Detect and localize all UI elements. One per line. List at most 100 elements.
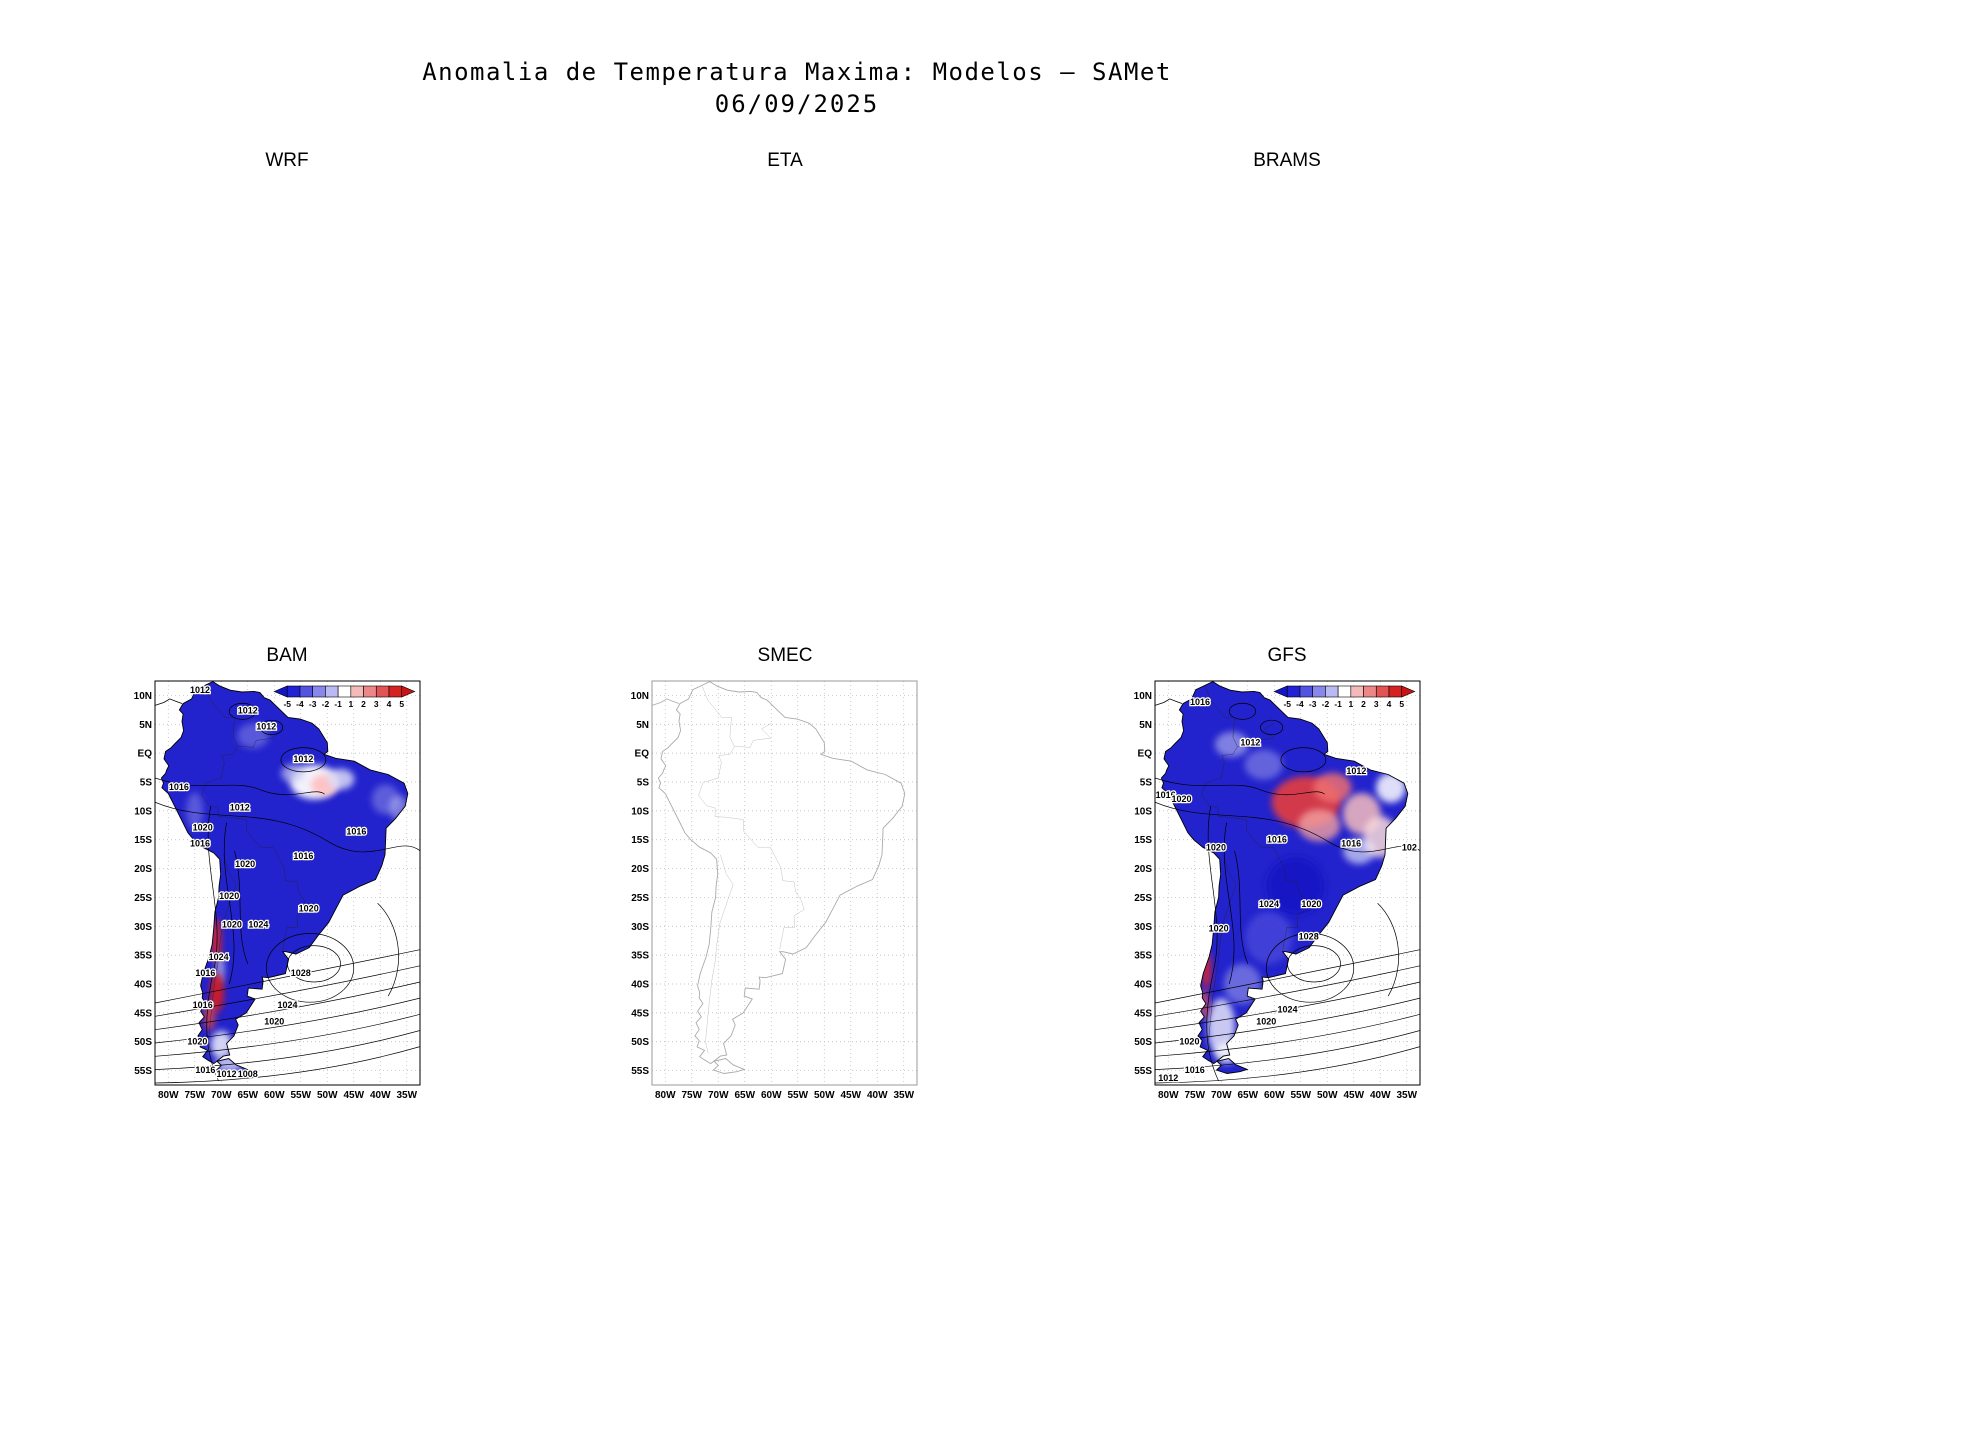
svg-text:5N: 5N [636,720,649,731]
svg-text:1012: 1012 [1346,766,1366,776]
svg-text:1020: 1020 [1171,794,1191,804]
svg-text:50W: 50W [317,1090,338,1101]
svg-text:50W: 50W [1317,1090,1338,1101]
svg-text:1008: 1008 [238,1069,258,1079]
svg-text:10S: 10S [134,806,152,817]
svg-text:20S: 20S [134,864,152,875]
panel-title-bam: BAM [266,645,308,666]
panel-label-brams: BRAMS [1253,150,1321,171]
svg-text:1020: 1020 [1256,1016,1276,1026]
svg-text:65W: 65W [734,1090,755,1101]
svg-text:45S: 45S [1134,1008,1152,1019]
svg-text:30S: 30S [134,922,152,933]
svg-text:60W: 60W [1264,1090,1285,1101]
svg-text:1016: 1016 [1190,697,1210,707]
svg-text:-3: -3 [1309,699,1317,709]
svg-text:1016: 1016 [293,851,313,861]
svg-text:1016: 1016 [193,1000,213,1010]
svg-text:3: 3 [1374,699,1379,709]
svg-text:10S: 10S [1134,806,1152,817]
svg-text:55S: 55S [134,1066,152,1077]
svg-text:10N: 10N [134,691,152,702]
svg-text:1020: 1020 [1209,923,1229,933]
svg-text:1016: 1016 [1156,790,1176,800]
svg-text:40W: 40W [1370,1090,1391,1101]
svg-text:1016: 1016 [195,1065,215,1075]
svg-text:1020: 1020 [193,822,213,832]
svg-text:20S: 20S [1134,864,1152,875]
svg-text:1016: 1016 [195,968,215,978]
svg-text:40S: 40S [134,980,152,991]
panel-title-smec: SMEC [757,645,813,666]
svg-text:1024: 1024 [248,919,268,929]
svg-text:1024: 1024 [209,952,229,962]
svg-text:55W: 55W [1290,1090,1311,1101]
svg-text:5S: 5S [1140,778,1153,789]
svg-text:1020: 1020 [1301,899,1321,909]
svg-text:-4: -4 [1296,699,1304,709]
svg-text:1024: 1024 [1259,899,1279,909]
svg-text:30S: 30S [1134,922,1152,933]
svg-text:35W: 35W [1396,1090,1417,1101]
svg-text:25S: 25S [631,893,649,904]
figure-title: Anomalia de Temperatura Maxima: Modelos … [422,58,1172,86]
svg-text:2: 2 [1361,699,1366,709]
svg-text:1012: 1012 [190,685,210,695]
svg-text:50S: 50S [1134,1037,1152,1048]
svg-text:45W: 45W [840,1090,861,1101]
svg-text:-5: -5 [1283,699,1291,709]
svg-text:60W: 60W [264,1090,285,1101]
svg-text:55S: 55S [1134,1066,1152,1077]
svg-text:55S: 55S [631,1066,649,1077]
panel-label-wrf: WRF [265,150,309,171]
svg-text:102: 102 [1402,843,1417,853]
svg-text:45W: 45W [343,1090,364,1101]
svg-text:4: 4 [1387,699,1392,709]
svg-text:1: 1 [348,699,353,709]
svg-text:-5: -5 [283,699,291,709]
svg-text:40S: 40S [631,980,649,991]
svg-text:5N: 5N [139,720,152,731]
svg-text:1016: 1016 [1341,839,1361,849]
svg-text:3: 3 [374,699,379,709]
svg-text:80W: 80W [158,1090,179,1101]
svg-text:70W: 70W [708,1090,729,1101]
svg-text:1016: 1016 [346,827,366,837]
svg-text:1028: 1028 [291,968,311,978]
svg-text:50S: 50S [631,1037,649,1048]
svg-text:15S: 15S [631,835,649,846]
svg-text:65W: 65W [237,1090,258,1101]
svg-text:2: 2 [361,699,366,709]
svg-text:1020: 1020 [187,1037,207,1047]
bam-map: 1012 1012 1012 1012 1016 1012 1020 1016 1016 1016… [120,673,440,1123]
svg-text:15S: 15S [1134,835,1152,846]
svg-text:1012: 1012 [1158,1073,1178,1083]
svg-text:35S: 35S [631,951,649,962]
panel-title-gfs: GFS [1267,645,1307,666]
svg-text:1024: 1024 [1277,1004,1297,1014]
svg-text:75W: 75W [681,1090,702,1101]
svg-text:30S: 30S [631,922,649,933]
svg-text:4: 4 [387,699,392,709]
svg-text:1020: 1020 [299,903,319,913]
svg-text:1020: 1020 [1179,1037,1199,1047]
svg-text:1012: 1012 [256,721,276,731]
gfs-map: 1016 1012 1012 1016 1020 1020 1016 1016 102 1024 1… [1120,673,1440,1123]
svg-text:1012: 1012 [293,754,313,764]
svg-text:10N: 10N [631,691,649,702]
svg-text:10N: 10N [1134,691,1152,702]
svg-text:-4: -4 [296,699,304,709]
svg-text:-2: -2 [322,699,330,709]
figure-date: 06/09/2025 [714,90,880,118]
svg-text:1012: 1012 [238,705,258,715]
svg-text:EQ: EQ [635,749,650,760]
svg-text:55W: 55W [290,1090,311,1101]
svg-text:5: 5 [399,699,404,709]
svg-text:35S: 35S [134,951,152,962]
svg-text:35S: 35S [1134,951,1152,962]
svg-text:45W: 45W [1343,1090,1364,1101]
svg-text:40W: 40W [867,1090,888,1101]
svg-text:1016: 1016 [190,839,210,849]
svg-text:-3: -3 [309,699,317,709]
